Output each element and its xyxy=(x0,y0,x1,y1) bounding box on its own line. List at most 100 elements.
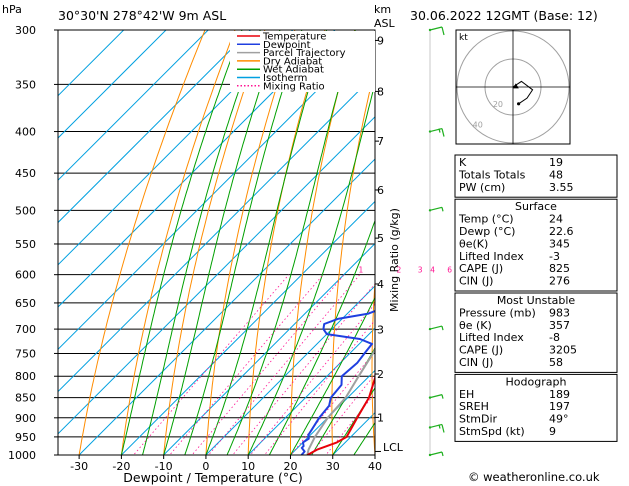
mixing-ratio-line xyxy=(325,392,375,455)
hodograph-end-dot xyxy=(517,102,521,106)
height-tick-label: 8 xyxy=(377,85,384,98)
index-value: 3205 xyxy=(549,344,577,357)
isotherm-line xyxy=(247,327,375,455)
index-value: 49° xyxy=(549,413,569,426)
mixing-ratio-line xyxy=(290,350,375,455)
temperature-tick-label: 20 xyxy=(283,460,297,473)
pressure-tick-label: 450 xyxy=(15,167,36,180)
wet-adiabat-line xyxy=(205,30,328,455)
dry-adiabat-line xyxy=(290,30,356,455)
surface-box-title: Surface xyxy=(515,200,557,213)
wet-adiabat-line xyxy=(184,30,303,455)
index-value: 825 xyxy=(549,262,570,275)
index-value: 48 xyxy=(549,168,563,181)
dry-adiabat-line xyxy=(78,30,206,455)
isotherm-line xyxy=(58,30,125,97)
hodograph: kt 20 40 xyxy=(455,29,571,145)
pressure-tick-label: 750 xyxy=(15,347,36,360)
isotherm-line xyxy=(162,242,375,455)
hodograph-ring-label: 40 xyxy=(473,120,483,129)
temperature-tick-label: 0 xyxy=(202,460,209,473)
index-label: StmSpd (kt) xyxy=(459,425,525,438)
mixing-ratio-axis-title: Mixing Ratio (g/kg) xyxy=(388,208,401,312)
hodograph-unit: kt xyxy=(459,33,468,43)
pressure-tick-label: 350 xyxy=(15,78,36,91)
x-axis-title: Dewpoint / Temperature (°C) xyxy=(123,470,302,485)
wind-barb xyxy=(428,206,444,212)
wet-adiabat-line xyxy=(268,219,375,455)
storm-motion-marker xyxy=(512,83,519,89)
isotherm-line xyxy=(58,116,375,435)
index-value: 3.55 xyxy=(549,181,574,194)
datetime-title: 30.06.2022 12GMT (Base: 12) xyxy=(410,8,598,23)
isotherm-line xyxy=(58,30,252,224)
index-label: CAPE (J) xyxy=(459,262,503,275)
wind-barb xyxy=(428,451,444,457)
dry-adiabat-line xyxy=(621,6,629,473)
temperature-tick-label: 10 xyxy=(241,460,255,473)
pressure-tick-label: 800 xyxy=(15,370,36,383)
location-title: 30°30'N 278°42'W 9m ASL xyxy=(58,8,226,23)
wet-adiabat-line xyxy=(290,296,375,455)
index-value: 19 xyxy=(549,156,563,169)
wet-adiabat-line xyxy=(120,30,243,455)
legend-entry: Isotherm xyxy=(263,73,307,84)
pressure-tick-label: 1000 xyxy=(8,449,36,462)
legend-entry: Wet Adiabat xyxy=(263,65,324,76)
height-tick-label: 5 xyxy=(377,232,384,245)
index-value: -8 xyxy=(549,331,560,344)
height-tick-label: 2 xyxy=(377,368,384,381)
dry-adiabat-line xyxy=(331,66,375,455)
temperature-axis: -30 -20 -10 0 10 20 30 40 xyxy=(70,455,382,473)
lcl-label: LCL xyxy=(383,441,404,454)
asl-unit-label: ASL xyxy=(374,17,396,30)
index-label: θe (K) xyxy=(459,319,492,332)
mixing-ratio-label: 3 xyxy=(418,266,423,275)
index-value: 189 xyxy=(549,388,570,401)
mixing-ratio-line xyxy=(169,274,324,455)
height-tick-label: 6 xyxy=(377,184,384,197)
wet-adiabat-line xyxy=(163,30,281,455)
index-label: Temp (°C) xyxy=(458,213,514,226)
temperature-line xyxy=(306,374,375,455)
index-value: 357 xyxy=(549,319,570,332)
parcel-trajectory-line xyxy=(306,347,375,455)
index-value: 24 xyxy=(549,213,563,226)
index-value: 345 xyxy=(549,237,570,250)
profile-series xyxy=(300,309,375,455)
index-label: Lifted Index xyxy=(459,250,524,263)
wind-barb xyxy=(428,325,444,331)
wind-barb xyxy=(428,26,445,36)
height-tick-label: 7 xyxy=(377,135,384,148)
mixing-ratio-label: 1 xyxy=(359,266,364,275)
isotherm-line xyxy=(78,158,375,455)
index-label: K xyxy=(459,156,467,169)
index-label: SREH xyxy=(459,400,489,413)
legend-entry: Parcel Trajectory xyxy=(263,48,346,59)
dry-adiabat-line xyxy=(205,30,296,455)
hodograph-trace xyxy=(512,80,534,105)
height-tick-label: 1 xyxy=(377,411,384,424)
copyright: © weatheronline.co.uk xyxy=(468,470,600,484)
isotherm-line xyxy=(58,30,167,139)
index-label: CIN (J) xyxy=(459,356,493,369)
dewpoint-line xyxy=(300,309,375,455)
pressure-tick-label: 300 xyxy=(15,24,36,37)
wind-barb xyxy=(428,394,444,399)
pressure-tick-label: 600 xyxy=(15,269,36,282)
dry-adiabat-line xyxy=(120,30,236,455)
index-label: PW (cm) xyxy=(459,181,505,194)
wind-barb xyxy=(428,127,445,137)
index-label: CIN (J) xyxy=(459,275,493,288)
legend-entry: Dry Adiabat xyxy=(263,56,322,67)
isotherm-line xyxy=(205,285,375,455)
height-tick-label: 4 xyxy=(377,278,384,291)
index-label: EH xyxy=(459,388,474,401)
height-tick-label: 9 xyxy=(377,34,384,47)
index-value: -3 xyxy=(549,250,560,263)
index-label: StmDir xyxy=(459,413,498,426)
wet-adiabat-line xyxy=(247,81,375,455)
